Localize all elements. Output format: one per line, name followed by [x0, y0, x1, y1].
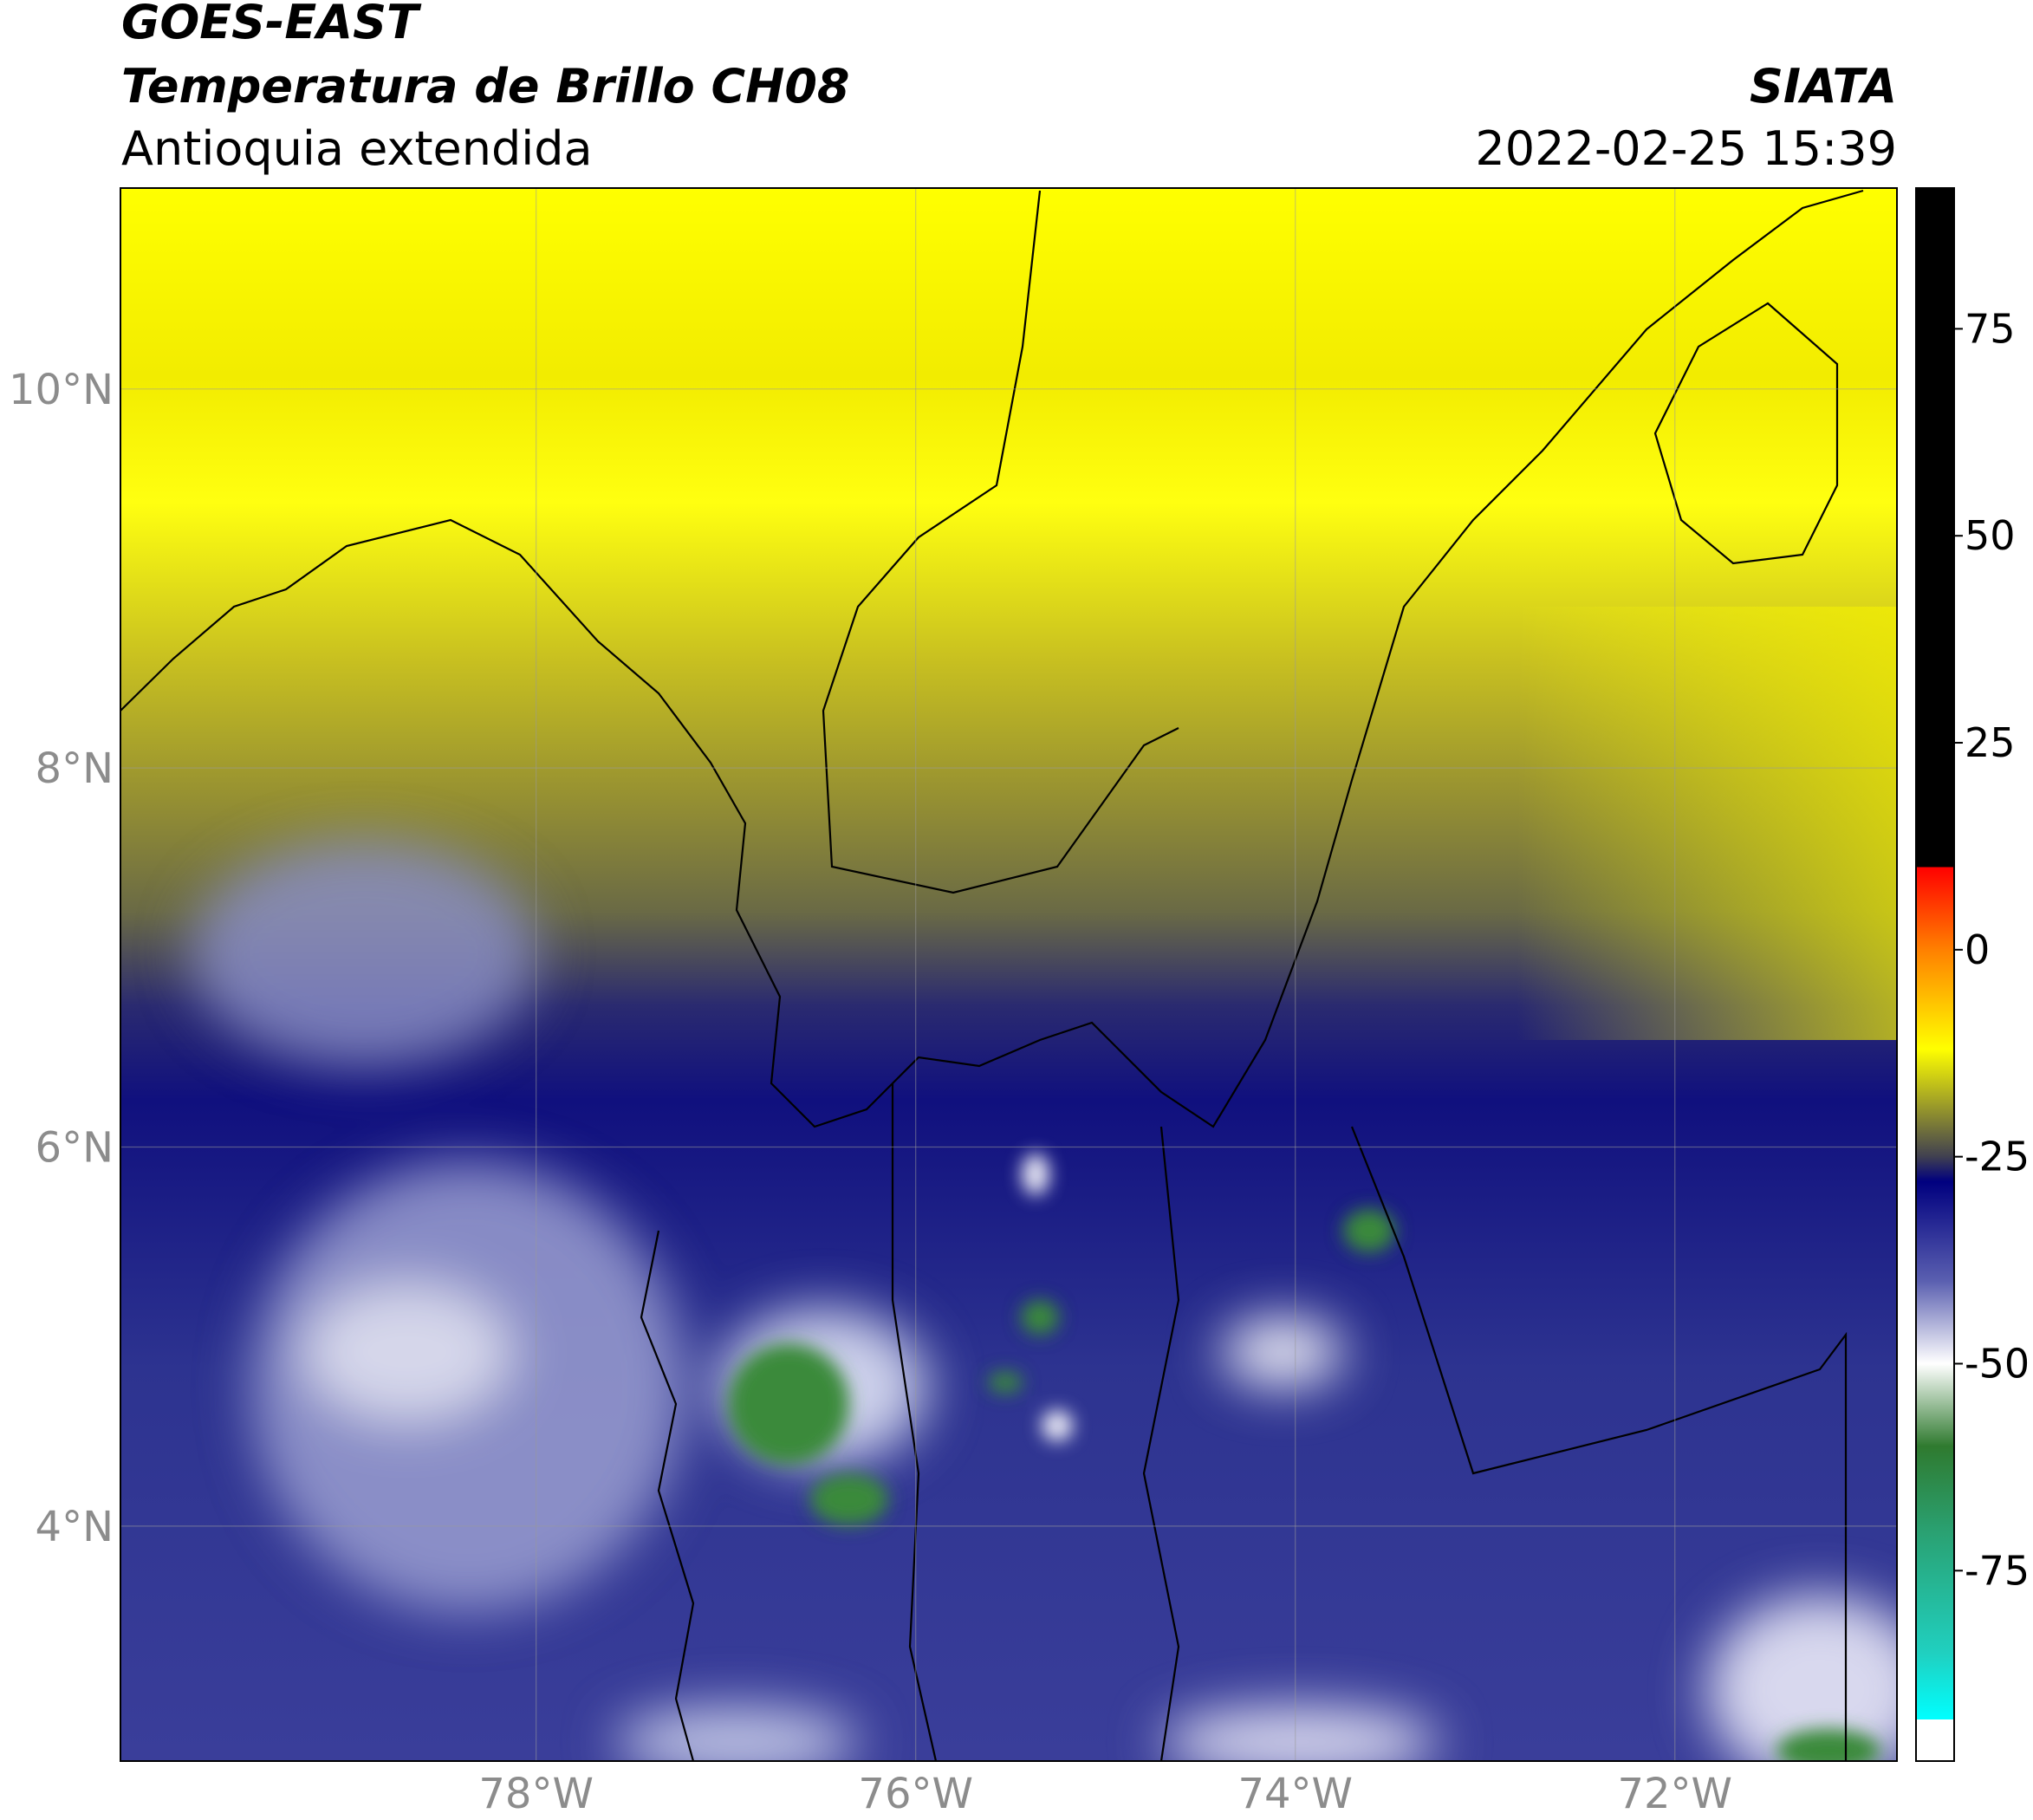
- grid: [120, 188, 1897, 1761]
- border-line: [1350, 1126, 1848, 1761]
- lon-tick-label: 78°W: [478, 1770, 594, 1818]
- colorbar: 75 50 25 0 -25 -50 -75: [1915, 187, 2030, 1762]
- border-line: [1142, 1126, 1180, 1761]
- lat-tick-label: 10°N: [9, 366, 114, 414]
- border-line: [822, 190, 1179, 894]
- lat-tick-label: 8°N: [36, 744, 114, 793]
- source: GOES-EAST: [121, 0, 422, 49]
- region: Antioquia extendida: [121, 121, 593, 176]
- colorbar-tick-label: 75: [1965, 305, 2016, 352]
- cloud-field: [191, 841, 1897, 1761]
- lat-tick-label: 4°N: [36, 1503, 114, 1551]
- map-shading: [1127, 607, 1897, 1040]
- lon-tick-label: 74°W: [1237, 1770, 1353, 1818]
- lon-tick-label: 76°W: [858, 1770, 973, 1818]
- lake-outline: [1653, 302, 1839, 565]
- cold-tops: [728, 1154, 1880, 1761]
- colorbar-tick-label: 0: [1965, 926, 1990, 973]
- map-image: [120, 188, 1897, 1761]
- lon-tick-label: 72°W: [1617, 1770, 1732, 1818]
- colorbar-tick-label: -50: [1965, 1340, 2030, 1387]
- agency: SIATA: [1750, 59, 1897, 114]
- border-line: [891, 1083, 938, 1761]
- map-frame: [120, 187, 1898, 1762]
- lat-tick-label: 6°N: [36, 1123, 114, 1172]
- colorbar-fill: [1915, 187, 1955, 1762]
- product: Temperatura de Brillo CH08: [121, 59, 850, 114]
- colorbar-tick-label: 50: [1965, 512, 2016, 559]
- colorbar-tick-label: -25: [1965, 1134, 2030, 1180]
- colorbar-tick-label: 25: [1965, 719, 2016, 766]
- coast-line: [640, 1230, 695, 1761]
- datetime: 2022-02-25 15:39: [1475, 121, 1897, 176]
- colorbar-tick-label: -75: [1965, 1547, 2030, 1594]
